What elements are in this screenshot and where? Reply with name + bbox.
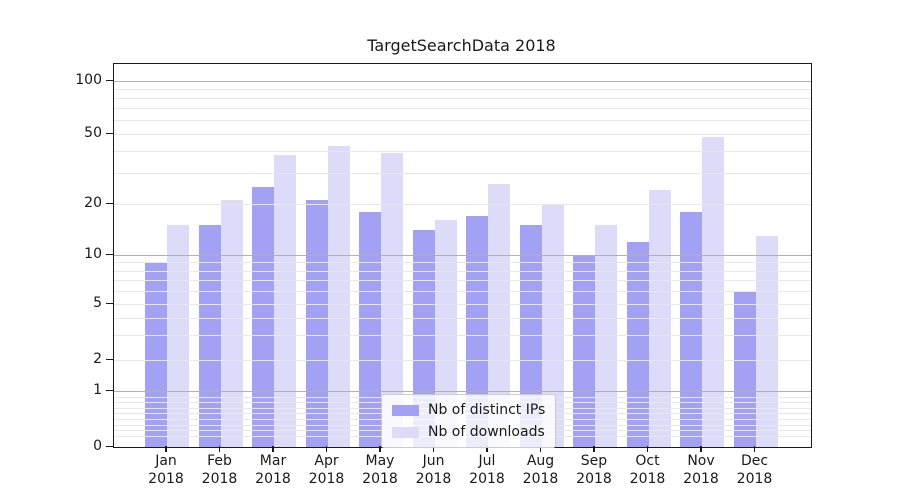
x-axis-year-label: 2018: [522, 471, 559, 487]
bar-distinct-ips-mar: [252, 186, 274, 447]
x-axis-tick: [379, 446, 381, 452]
y-axis-tick-label: 20: [84, 195, 102, 211]
minor-gridline: [114, 360, 811, 361]
minor-gridline: [114, 262, 811, 264]
bar-distinct-ips-oct: [626, 241, 649, 447]
legend-label: Nb of downloads: [428, 424, 545, 440]
bar-downloads-may: [381, 152, 403, 447]
x-axis-year-label: 2018: [683, 471, 719, 487]
minor-gridline: [114, 89, 811, 91]
x-axis-tick: [272, 446, 274, 452]
bar-distinct-ips-jun: [412, 230, 435, 447]
x-axis-month-label: Oct: [635, 453, 660, 469]
bar-downloads-apr: [327, 145, 350, 447]
y-axis-tick: [106, 389, 113, 391]
y-axis-tick: [106, 202, 113, 204]
minor-gridline: [114, 134, 811, 135]
bar-distinct-ips-sep: [573, 255, 595, 447]
x-axis-year-label: 2018: [576, 471, 612, 487]
x-axis-month-label: Aug: [526, 453, 555, 469]
bar-distinct-ips-may: [359, 211, 381, 447]
x-axis-tick: [753, 446, 756, 452]
y-axis-tick-label: 0: [93, 438, 102, 454]
y-axis-tick-label: 10: [84, 246, 102, 262]
bar-downloads-jun: [434, 220, 457, 447]
y-axis-tick-label: 50: [84, 125, 102, 141]
minor-gridline: [114, 151, 811, 153]
bar-distinct-ips-jan: [145, 262, 167, 447]
x-axis-year-label: 2018: [362, 471, 398, 487]
x-axis-tick: [432, 446, 435, 452]
x-axis-month-label: May: [365, 453, 395, 469]
y-axis-tick-label: 100: [75, 72, 102, 88]
bar-downloads-jul: [488, 183, 510, 447]
y-axis-tick-label: 5: [93, 295, 102, 311]
minor-gridline: [114, 304, 811, 305]
x-axis-tick: [486, 446, 488, 452]
x-axis-tick: [325, 446, 328, 452]
x-axis-month-label: Apr: [314, 453, 339, 469]
y-axis-tick: [106, 132, 113, 134]
x-axis-tick: [593, 446, 595, 452]
major-gridline: [114, 81, 811, 82]
minor-gridline: [114, 108, 811, 110]
x-axis-year-label: 2018: [736, 471, 773, 487]
legend-label: Nb of distinct IPs: [428, 402, 546, 418]
x-axis-month-label: Sep: [580, 453, 608, 469]
major-gridline: [114, 391, 811, 392]
y-axis-tick-label: 2: [93, 351, 102, 367]
bar-distinct-ips-nov: [680, 211, 702, 447]
bar-downloads-mar: [274, 154, 296, 447]
x-axis-year-label: 2018: [255, 471, 291, 487]
y-axis-tick: [106, 445, 113, 447]
x-axis-tick: [646, 446, 649, 452]
x-axis-year-label: 2018: [201, 471, 238, 487]
minor-gridline: [114, 270, 811, 272]
x-axis-month-label: Nov: [687, 453, 715, 469]
bar-distinct-ips-jul: [466, 215, 488, 447]
bar-downloads-feb: [220, 200, 243, 447]
x-axis-tick: [539, 446, 542, 452]
x-axis-tick: [218, 446, 221, 452]
x-axis-year-label: 2018: [629, 471, 666, 487]
x-axis-month-label: Mar: [259, 453, 287, 469]
x-axis-month-label: Jan: [155, 453, 177, 469]
x-axis-year-label: 2018: [469, 471, 505, 487]
y-axis-tick: [106, 79, 113, 81]
legend-swatch-distinct-ips: [392, 404, 419, 416]
legend: Nb of distinct IPs Nb of downloads: [381, 394, 557, 448]
major-gridline: [114, 255, 811, 256]
minor-gridline: [114, 280, 811, 282]
bar-downloads-dec: [755, 235, 778, 447]
minor-gridline: [114, 335, 811, 337]
x-axis-month-label: Dec: [740, 453, 769, 469]
x-axis-month-label: Jul: [478, 453, 496, 469]
x-axis-month-label: Jun: [422, 453, 445, 469]
x-axis-month-label: Feb: [207, 453, 232, 469]
x-axis-tick: [165, 446, 167, 452]
y-axis-tick: [106, 253, 113, 255]
minor-gridline: [114, 173, 811, 175]
minor-gridline: [114, 98, 811, 100]
minor-gridline: [114, 120, 811, 122]
minor-gridline: [114, 291, 811, 293]
plot-area: Nb of distinct IPs Nb of downloads: [113, 63, 812, 448]
legend-item: Nb of distinct IPs: [392, 401, 545, 419]
x-axis-tick: [700, 446, 702, 452]
bar-distinct-ips-apr: [305, 200, 328, 447]
chart-title: TargetSearchData 2018: [367, 36, 556, 55]
y-axis-tick: [106, 358, 113, 360]
x-axis-year-label: 2018: [308, 471, 345, 487]
bar-downloads-aug: [541, 204, 564, 447]
y-axis-tick-label: 1: [93, 382, 102, 398]
legend-swatch-downloads: [392, 426, 419, 438]
x-axis-year-label: 2018: [415, 471, 452, 487]
minor-gridline: [114, 317, 811, 319]
y-axis-tick: [106, 302, 113, 304]
minor-gridline: [114, 204, 811, 205]
x-axis-year-label: 2018: [148, 471, 184, 487]
legend-item: Nb of downloads: [392, 423, 545, 441]
